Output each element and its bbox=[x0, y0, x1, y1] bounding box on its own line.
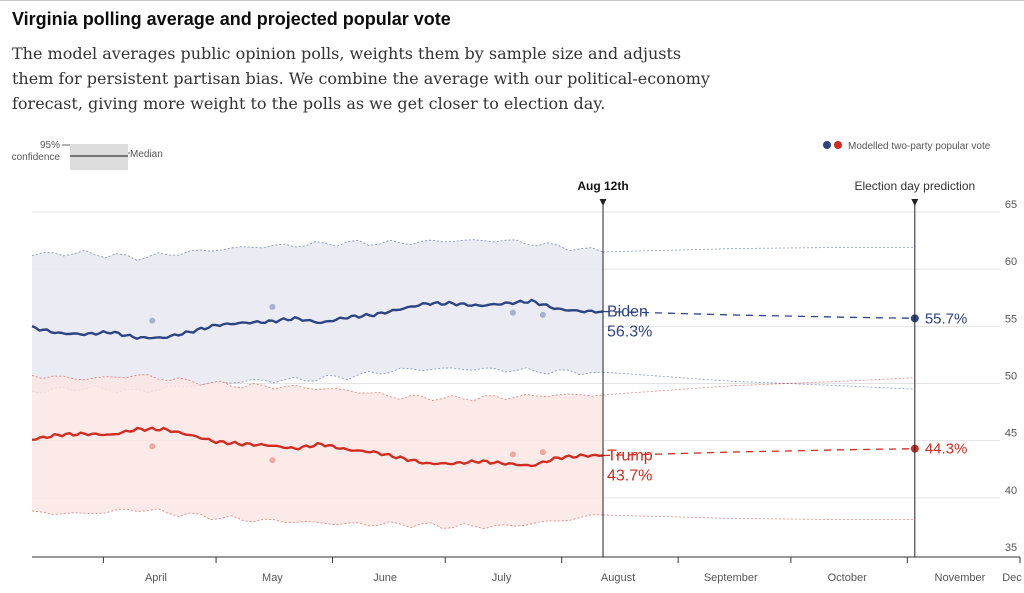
trump-median-line bbox=[31, 426, 604, 468]
x-axis-ticks: April May June July August September October No… bbox=[102, 557, 1022, 584]
legend-trump-dot bbox=[834, 141, 842, 149]
x-tick-label-july: July bbox=[492, 572, 512, 584]
y-tick-label-65: 65 bbox=[1005, 199, 1017, 211]
x-tick-label-june: June bbox=[373, 572, 397, 584]
legend-confidence-swatch bbox=[70, 144, 128, 170]
chart-title: Virginia polling average and projected p… bbox=[12, 9, 451, 29]
y-tick-label-45: 45 bbox=[1005, 428, 1017, 440]
today-label: Aug 12th bbox=[577, 179, 628, 193]
y-axis-ticks: 65 60 55 50 45 40 35 bbox=[1005, 199, 1017, 554]
biden-poll-dot bbox=[269, 303, 276, 310]
y-tick-label-50: 50 bbox=[1005, 371, 1017, 383]
election-marker-arrow bbox=[911, 199, 919, 206]
biden-median-line bbox=[31, 298, 604, 340]
x-tick-label-october: October bbox=[828, 572, 867, 584]
biden-projection-line bbox=[602, 310, 915, 319]
biden-election-value-label: 55.7% bbox=[925, 310, 968, 327]
trump-poll-dot bbox=[539, 449, 546, 456]
biden-poll-dot bbox=[509, 309, 516, 316]
y-tick-label-35: 35 bbox=[1005, 542, 1017, 554]
biden-name-label: Biden bbox=[607, 303, 648, 320]
trump-poll-dot bbox=[509, 451, 516, 458]
confidence-bands bbox=[31, 239, 915, 530]
trump-election-value-label: 44.3% bbox=[925, 441, 968, 458]
series-lines bbox=[31, 298, 919, 468]
biden-projection-lower-edge bbox=[602, 371, 915, 390]
biden-band-upper-edge bbox=[31, 239, 604, 262]
trump-poll-dot bbox=[149, 443, 156, 450]
x-tick-label-may: May bbox=[262, 572, 283, 584]
chart-subtitle: The model averages public opinion polls,… bbox=[12, 44, 710, 113]
legend-biden-dot bbox=[823, 141, 831, 149]
y-tick-label-40: 40 bbox=[1005, 485, 1017, 497]
top-rule bbox=[0, 0, 1024, 1]
confidence-legend: 95% confidence Median bbox=[12, 140, 163, 170]
y-tick-label-60: 60 bbox=[1005, 256, 1017, 268]
trump-confidence-band bbox=[32, 374, 603, 529]
x-tick-label-april: April bbox=[145, 572, 167, 584]
trump-projection-upper-edge bbox=[602, 377, 915, 396]
election-label: Election day prediction bbox=[854, 179, 975, 193]
x-tick-label-november: November bbox=[935, 572, 986, 584]
y-tick-label-55: 55 bbox=[1005, 313, 1017, 325]
poll-dots bbox=[149, 303, 546, 464]
series-labels: Biden 56.3% 55.7% Trump 43.7% 44.3% bbox=[607, 303, 967, 484]
x-tick-label-september: September bbox=[704, 572, 758, 584]
trump-poll-dot bbox=[269, 457, 276, 464]
today-marker-arrow bbox=[599, 199, 607, 206]
x-tick-label-august: August bbox=[601, 572, 635, 584]
biden-poll-dot bbox=[539, 311, 546, 318]
biden-confidence-band bbox=[32, 239, 603, 394]
x-tick-label-dec: Dec bbox=[1002, 572, 1022, 584]
biden-poll-dot bbox=[149, 317, 156, 324]
trump-projection-lower-edge bbox=[602, 514, 915, 520]
legend-modelled-label: Modelled two-party popular vote bbox=[848, 141, 991, 152]
biden-current-value-label: 56.3% bbox=[607, 323, 652, 340]
trump-name-label: Trump bbox=[607, 448, 653, 465]
biden-band-lower-edge bbox=[31, 367, 604, 394]
trump-projection-line bbox=[602, 448, 915, 457]
legend-median-label: Median bbox=[130, 149, 163, 160]
trump-current-value-label: 43.7% bbox=[607, 468, 652, 485]
legend-confidence-label-2: confidence bbox=[12, 152, 61, 163]
trump-band-upper-edge bbox=[31, 374, 604, 402]
legend-confidence-label-1: 95% bbox=[40, 140, 60, 151]
modelled-legend: Modelled two-party popular vote bbox=[823, 141, 991, 152]
biden-projection-upper-edge bbox=[602, 247, 915, 253]
